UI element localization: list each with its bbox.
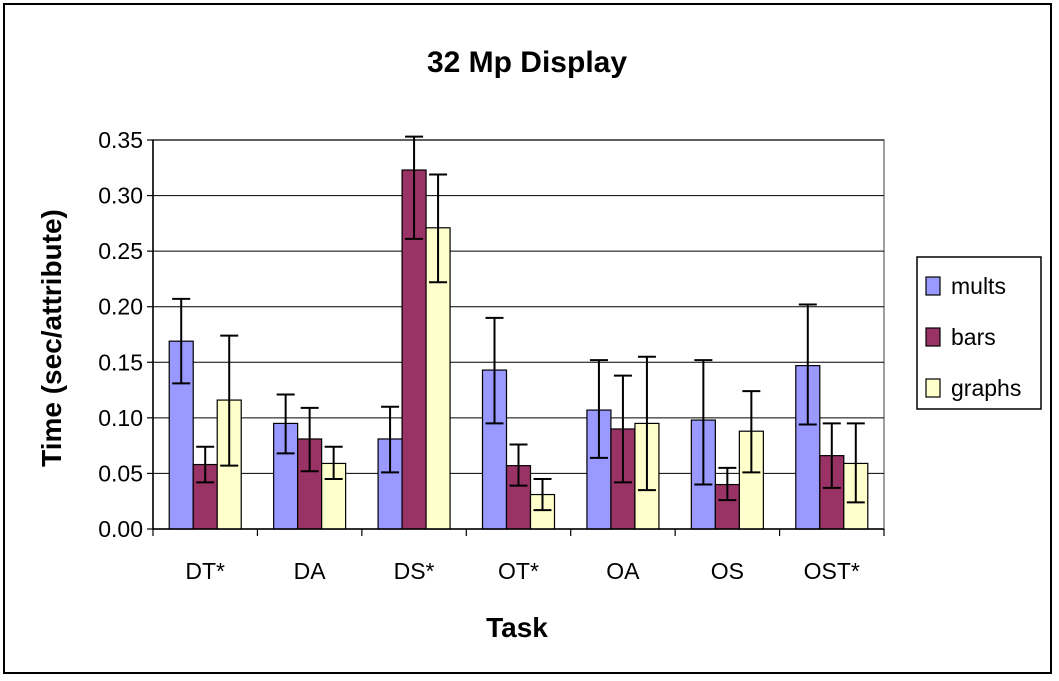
y-tick-label: 0.30 xyxy=(98,183,143,209)
x-tick-label: OA xyxy=(606,558,640,584)
bar xyxy=(321,462,347,530)
legend-swatch xyxy=(925,276,941,296)
y-tick-label: 0.10 xyxy=(98,405,143,431)
x-tick-labels: DT* DA DS* OT* OA OS OST* xyxy=(185,558,860,584)
y-tick-label: 0.05 xyxy=(98,460,143,486)
legend-swatch xyxy=(925,378,941,398)
x-tick-label: DT* xyxy=(185,558,225,584)
y-tick-labels: 0.00 0.05 0.10 0.15 0.20 0.25 0.30 0.35 xyxy=(98,127,143,542)
y-tick-label: 0.35 xyxy=(98,127,143,153)
axes xyxy=(147,139,885,536)
y-axis-title: Time (sec/attribute) xyxy=(36,209,67,467)
y-tick-label: 0.15 xyxy=(98,349,143,375)
x-tick-label: OS xyxy=(711,558,744,584)
x-tick-label: DS* xyxy=(394,558,435,584)
y-tick-label: 0.00 xyxy=(98,516,143,542)
y-tick-label: 0.25 xyxy=(98,238,143,264)
x-axis-title: Task xyxy=(486,612,548,643)
legend-label: bars xyxy=(951,324,996,350)
chart-title: 32 Mp Display xyxy=(427,46,627,79)
x-tick-label: OST* xyxy=(804,558,860,584)
y-tick-label: 0.20 xyxy=(98,294,143,320)
x-tick-label: DA xyxy=(294,558,327,584)
error-bars xyxy=(172,135,865,512)
legend-label: mults xyxy=(951,273,1006,299)
legend-swatch xyxy=(925,327,941,347)
gridlines xyxy=(153,139,884,474)
legend-label: graphs xyxy=(951,375,1021,401)
legend: mults bars graphs xyxy=(925,273,1021,401)
x-tick-label: OT* xyxy=(498,558,539,584)
